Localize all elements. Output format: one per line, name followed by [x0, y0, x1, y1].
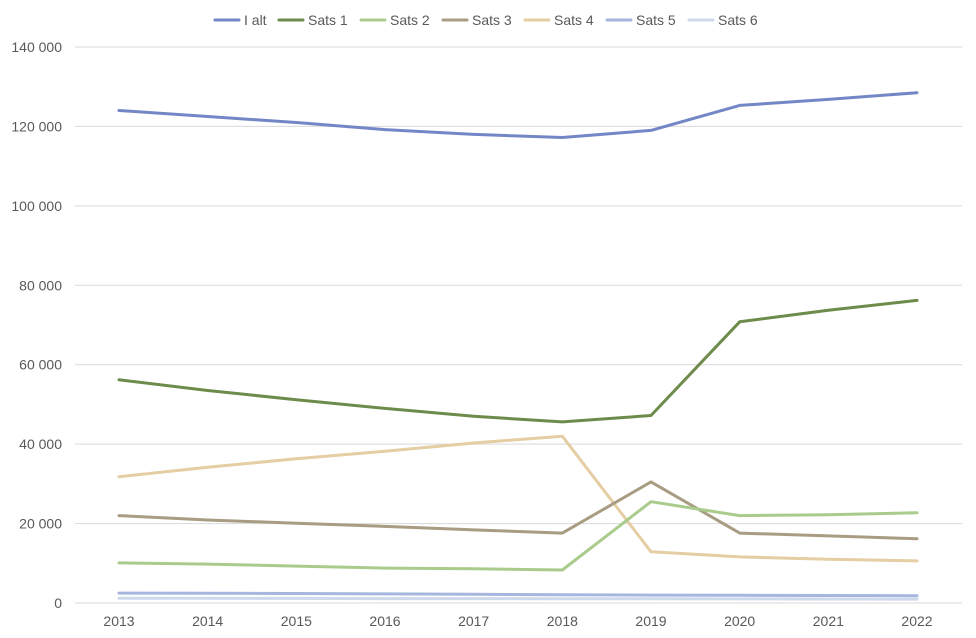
series-line-sats-4 — [117, 434, 919, 563]
series-line-sats-5 — [117, 591, 919, 598]
x-tick-label: 2013 — [103, 613, 134, 629]
y-tick-label: 140 000 — [11, 39, 62, 55]
legend: I alt Sats 1 Sats 2 Sats 3 Sats 4 Sats 5 Sats … — [213, 12, 758, 28]
y-tick-label: 20 000 — [19, 516, 62, 532]
legend-label: Sats 2 — [390, 12, 430, 28]
x-axis-tick-labels: 2013 2014 2015 2016 2017 2018 2019 2020 2021 2022 — [103, 613, 932, 629]
legend-label: I alt — [244, 12, 267, 28]
legend-label: Sats 4 — [554, 12, 594, 28]
legend-item-sats-1: Sats 1 — [277, 12, 348, 28]
gridlines — [75, 46, 962, 604]
series-line-sats-6 — [117, 596, 919, 601]
legend-item-sats-2: Sats 2 — [359, 12, 430, 28]
legend-item-sats-3: Sats 3 — [441, 12, 512, 28]
legend-label: Sats 6 — [718, 12, 758, 28]
x-tick-label: 2020 — [724, 613, 755, 629]
x-tick-label: 2021 — [813, 613, 844, 629]
legend-label: Sats 1 — [308, 12, 348, 28]
y-axis-tick-labels: 0 20 000 40 000 60 000 80 000 100 000 120 000 1… — [11, 39, 62, 611]
series-line-sats-3 — [117, 480, 919, 541]
series-line-sats-1 — [117, 298, 919, 424]
y-tick-label: 0 — [54, 595, 62, 611]
x-tick-label: 2019 — [635, 613, 666, 629]
legend-item-sats-5: Sats 5 — [605, 12, 676, 28]
x-tick-label: 2017 — [458, 613, 489, 629]
x-tick-label: 2016 — [369, 613, 400, 629]
y-tick-label: 80 000 — [19, 277, 62, 293]
y-tick-label: 120 000 — [11, 118, 62, 134]
legend-label: Sats 3 — [472, 12, 512, 28]
legend-item-sats-4: Sats 4 — [523, 12, 594, 28]
legend-item-sats-6: Sats 6 — [687, 12, 758, 28]
series-line-sats-2 — [117, 500, 919, 572]
y-tick-label: 100 000 — [11, 198, 62, 214]
x-tick-label: 2018 — [547, 613, 578, 629]
legend-label: Sats 5 — [636, 12, 676, 28]
legend-item-i-alt: I alt — [213, 12, 267, 28]
series-line-i-alt — [117, 91, 919, 139]
series-lines — [117, 91, 919, 601]
x-tick-label: 2022 — [901, 613, 932, 629]
y-tick-label: 40 000 — [19, 436, 62, 452]
y-tick-label: 60 000 — [19, 357, 62, 373]
x-tick-label: 2014 — [192, 613, 223, 629]
x-tick-label: 2015 — [281, 613, 312, 629]
